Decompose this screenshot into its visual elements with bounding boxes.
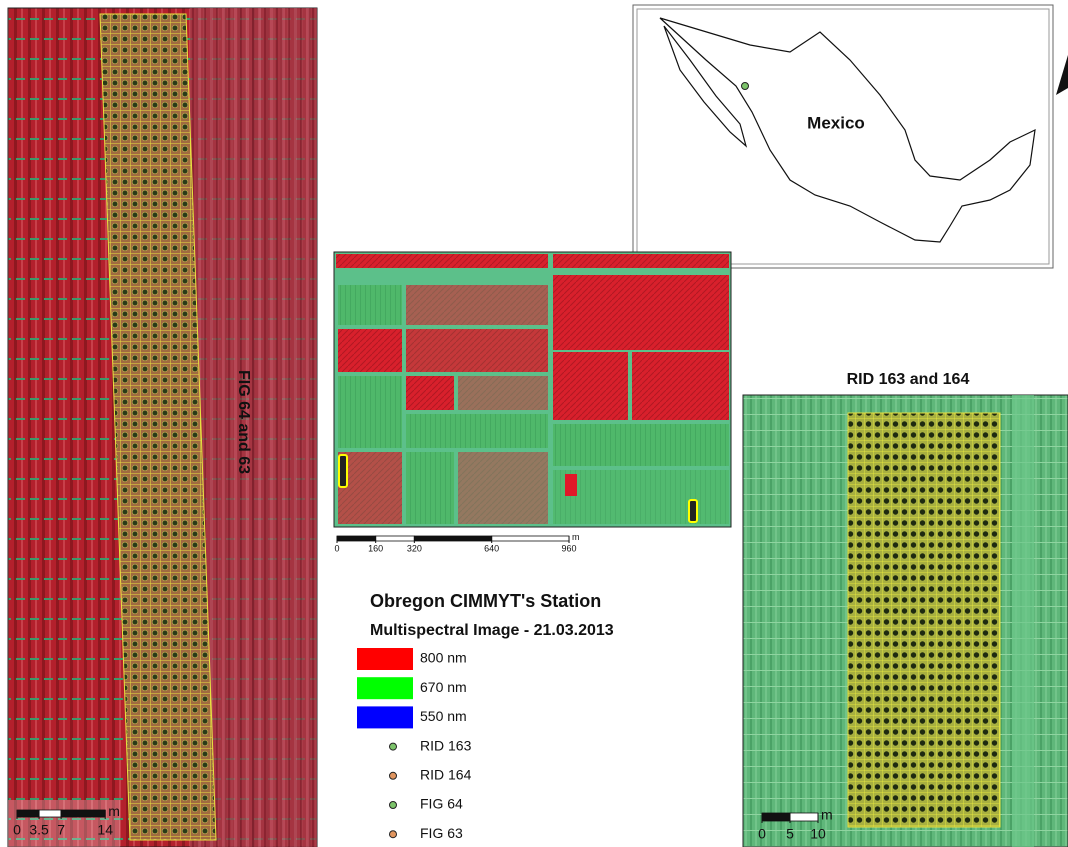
figure: FIG 64 and 63 0 3.5 7 14 m Mexico <box>0 0 1068 847</box>
field-block <box>406 414 548 448</box>
scale-segment <box>61 810 105 817</box>
field-block <box>553 352 628 420</box>
scale-label: 0 <box>13 822 21 838</box>
field-block <box>565 474 577 496</box>
legend-swatch <box>357 706 413 728</box>
field-block <box>553 424 729 466</box>
field-block <box>553 254 729 268</box>
legend-label: RID 164 <box>420 767 472 783</box>
legend: Obregon CIMMYT's Station Multispectral I… <box>357 591 614 841</box>
legend-swatch <box>357 677 413 699</box>
panel-title: RID 163 and 164 <box>847 371 970 388</box>
north-arrow <box>1056 55 1068 95</box>
legend-label: RID 163 <box>420 737 472 753</box>
scale-segment <box>790 813 818 821</box>
site-marker <box>339 455 347 487</box>
scale-unit: m <box>108 803 120 819</box>
right-panel: RID 163 and 164 0 5 10 m <box>743 371 1068 847</box>
field-block <box>338 376 402 448</box>
scale-label: 5 <box>786 826 794 842</box>
field-block <box>406 285 548 325</box>
legend-title: Obregon CIMMYT's Station <box>370 591 601 611</box>
field-block <box>553 470 729 524</box>
panel-label: FIG 64 and 63 <box>235 370 252 474</box>
scale-label: 3.5 <box>29 822 49 838</box>
legend-label: FIG 63 <box>420 825 463 841</box>
scale-label: 14 <box>97 822 113 838</box>
left-panel: FIG 64 and 63 0 3.5 7 14 m <box>8 8 317 847</box>
field-block <box>338 329 402 372</box>
field-block <box>553 275 729 350</box>
field-block <box>458 376 548 410</box>
scale-label: 10 <box>810 826 826 842</box>
scale-segment <box>762 813 790 821</box>
country-label: Mexico <box>807 113 865 132</box>
scale-segment <box>492 536 569 541</box>
legend-marker <box>390 831 397 838</box>
scale-label: 160 <box>368 543 383 553</box>
legend-marker <box>390 772 397 779</box>
plot-grid <box>848 413 1000 827</box>
scale-segment <box>337 536 376 541</box>
field-block <box>406 452 454 524</box>
inset-map: Mexico <box>633 5 1068 268</box>
scale-unit: m <box>821 807 833 823</box>
road <box>1012 395 1034 847</box>
legend-marker <box>390 802 397 809</box>
scale-segment <box>414 536 491 541</box>
scale-label: 0 <box>758 826 766 842</box>
scale-segment <box>39 810 61 817</box>
scale-segment <box>376 536 415 541</box>
scale-segment <box>17 810 39 817</box>
legend-label: FIG 64 <box>420 796 463 812</box>
scale-label: 640 <box>484 543 499 553</box>
site-marker <box>689 500 697 522</box>
scale-label: 960 <box>562 543 577 553</box>
legend-marker <box>390 743 397 750</box>
legend-label: 550 nm <box>420 708 467 724</box>
scale-label: 7 <box>57 822 65 838</box>
legend-label: 800 nm <box>420 650 467 666</box>
field-block <box>458 452 548 524</box>
field-block <box>406 376 454 410</box>
scale-unit: m <box>572 532 580 542</box>
field-block <box>632 352 729 420</box>
scale-label: 0 <box>334 543 339 553</box>
field-block <box>406 329 548 372</box>
field-block <box>338 285 402 325</box>
legend-label: 670 nm <box>420 679 467 695</box>
field-block <box>336 254 548 268</box>
legend-swatch <box>357 648 413 670</box>
scale-label: 320 <box>407 543 422 553</box>
legend-subtitle: Multispectral Image - 21.03.2013 <box>370 622 614 639</box>
site-location <box>742 83 749 90</box>
